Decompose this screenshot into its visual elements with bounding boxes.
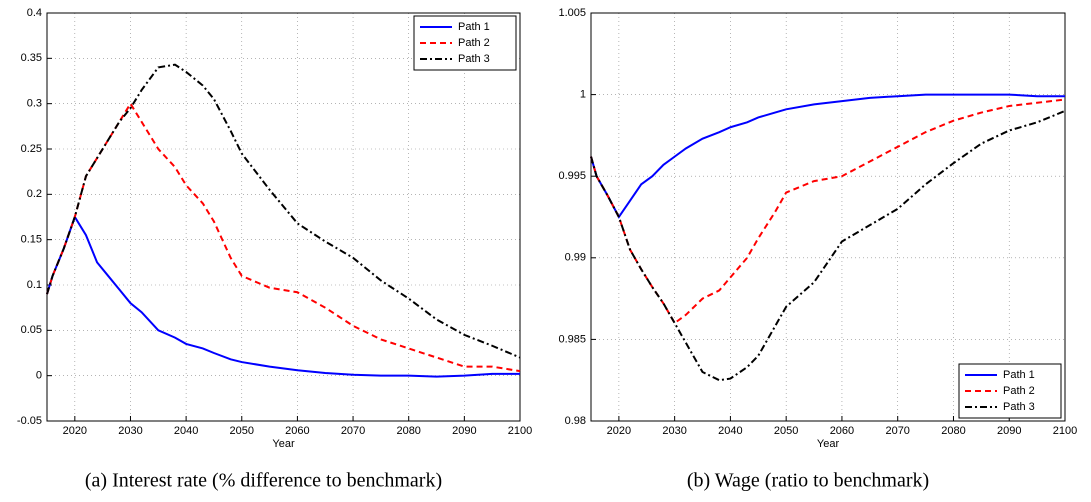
x-tick-label: 2100: [508, 425, 532, 437]
line-series: [46, 63, 521, 359]
plot-area: [591, 13, 1065, 421]
x-tick-label: 2100: [1053, 425, 1077, 437]
line-series: [590, 93, 1065, 219]
legend-label: Path 3: [1003, 401, 1035, 413]
x-tick-label: 2030: [118, 425, 142, 437]
caption: (b) Wage (ratio to benchmark): [687, 470, 929, 492]
x-tick-label: 2060: [830, 425, 854, 437]
plot-frame: [46, 12, 521, 422]
x-tick-label: 2090: [997, 425, 1021, 437]
plot-area: [47, 13, 520, 421]
y-tick-label: 0.99: [565, 252, 586, 264]
y-tick-label: 0.4: [27, 7, 42, 19]
legend-label: Path 1: [458, 21, 490, 33]
x-tick-label: 2020: [607, 425, 631, 437]
x-tick-label: 2020: [63, 425, 87, 437]
plot-frame: [590, 12, 1066, 422]
y-tick-label: -0.05: [17, 415, 42, 427]
x-tick-label: 2070: [885, 425, 909, 437]
x-tick-label: 2030: [662, 425, 686, 437]
x-tick-label: 2040: [174, 425, 198, 437]
x-tick-label: 2080: [941, 425, 965, 437]
x-tick-label: 2090: [452, 425, 476, 437]
y-tick-label: 1.005: [558, 7, 586, 19]
x-tick-label: 2060: [285, 425, 309, 437]
legend-label: Path 1: [1003, 369, 1035, 381]
y-tick-label: 0.3: [27, 98, 42, 110]
line-series: [590, 98, 1066, 325]
y-tick-label: 0: [36, 370, 42, 382]
y-tick-label: 0.05: [21, 324, 42, 336]
y-tick-label: 0.995: [558, 170, 586, 182]
x-axis-label: Year: [817, 438, 840, 450]
y-tick-label: 0.985: [558, 333, 586, 345]
y-tick-label: 0.25: [21, 143, 42, 155]
y-tick-label: 1: [580, 89, 586, 101]
y-tick-label: 0.1: [27, 279, 42, 291]
legend-label: Path 2: [1003, 385, 1035, 397]
x-tick-label: 2040: [718, 425, 742, 437]
y-tick-label: 0.98: [565, 415, 586, 427]
line-series: [590, 109, 1066, 382]
y-tick-label: 0.35: [21, 52, 42, 64]
x-tick-label: 2050: [230, 425, 254, 437]
y-tick-label: 0.2: [27, 188, 42, 200]
line-series: [46, 214, 520, 378]
legend-label: Path 2: [458, 37, 490, 49]
x-axis-label: Year: [272, 438, 295, 450]
x-tick-label: 2070: [341, 425, 365, 437]
legend-label: Path 3: [458, 53, 490, 65]
x-tick-label: 2080: [396, 425, 420, 437]
x-tick-label: 2050: [774, 425, 798, 437]
y-tick-label: 0.15: [21, 234, 42, 246]
caption: (a) Interest rate (% difference to bench…: [85, 470, 442, 492]
